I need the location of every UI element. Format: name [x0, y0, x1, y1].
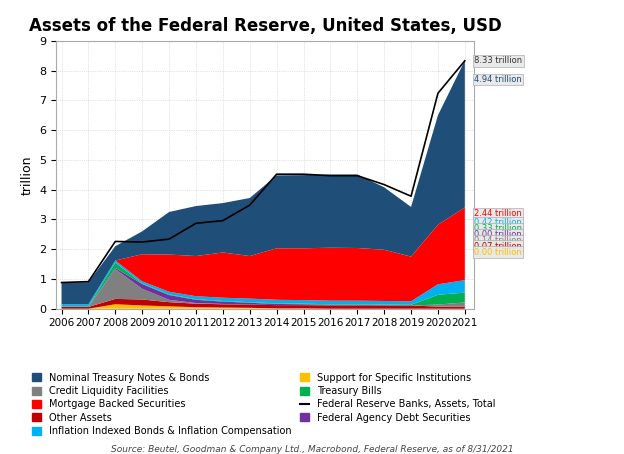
Text: 0.42 trillion: 0.42 trillion: [474, 218, 522, 227]
Y-axis label: trillion: trillion: [21, 155, 34, 195]
Legend: Nominal Treasury Notes & Bonds, Credit Liquidity Facilities, Mortgage Backed Sec: Nominal Treasury Notes & Bonds, Credit L…: [32, 373, 495, 436]
Title: Assets of the Federal Reserve, United States, USD: Assets of the Federal Reserve, United St…: [29, 17, 502, 35]
Text: 0.14 trillion: 0.14 trillion: [474, 236, 522, 245]
Text: 4.94 trillion: 4.94 trillion: [474, 75, 522, 84]
Text: 0.00 trillion: 0.00 trillion: [474, 248, 522, 257]
Text: 2.44 trillion: 2.44 trillion: [474, 209, 522, 218]
Text: 8.33 trillion: 8.33 trillion: [474, 56, 522, 65]
Text: 0.07 trillion: 0.07 trillion: [474, 242, 522, 251]
Text: 0.33 trillion: 0.33 trillion: [474, 224, 522, 233]
Text: Source: Beutel, Goodman & Company Ltd., Macrobond, Federal Reserve, as of 8/31/2: Source: Beutel, Goodman & Company Ltd., …: [110, 445, 514, 454]
Text: 0.00 trillion: 0.00 trillion: [474, 230, 522, 239]
